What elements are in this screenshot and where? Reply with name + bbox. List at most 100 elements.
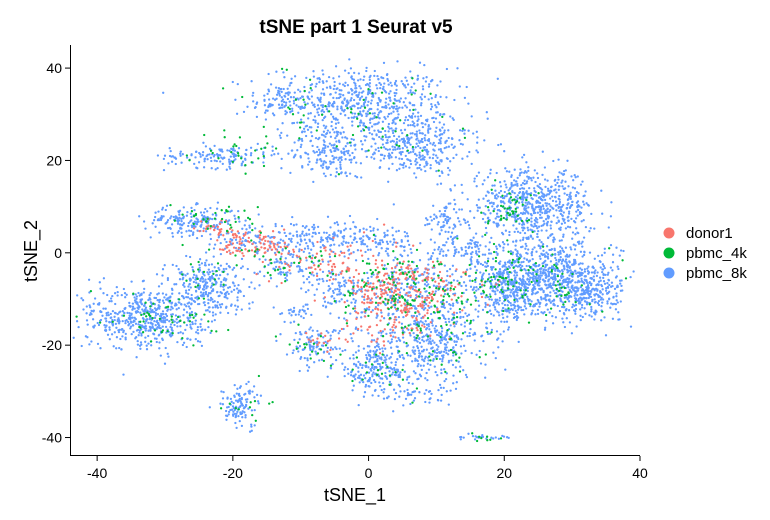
- point: [539, 213, 542, 216]
- point: [558, 239, 561, 242]
- point: [436, 84, 439, 87]
- point: [598, 276, 602, 279]
- point: [531, 291, 534, 295]
- point: [555, 221, 558, 225]
- point: [258, 258, 261, 261]
- point: [130, 321, 133, 324]
- point: [418, 259, 422, 262]
- point: [192, 231, 195, 234]
- point: [559, 297, 562, 300]
- point: [568, 288, 571, 292]
- point: [460, 254, 463, 257]
- point: [534, 211, 537, 215]
- point: [270, 154, 273, 157]
- point: [562, 203, 565, 207]
- point: [338, 156, 341, 160]
- point: [606, 273, 609, 276]
- point: [443, 306, 446, 309]
- point: [515, 285, 518, 289]
- point: [508, 233, 511, 237]
- point: [446, 333, 449, 336]
- point: [443, 348, 447, 351]
- point: [237, 209, 240, 213]
- point: [511, 287, 515, 291]
- point: [333, 80, 336, 84]
- point: [490, 236, 493, 240]
- point: [558, 209, 561, 213]
- point: [159, 216, 162, 220]
- point: [548, 271, 551, 274]
- point: [349, 312, 352, 315]
- point: [322, 73, 325, 76]
- point: [358, 230, 361, 233]
- point: [445, 220, 449, 223]
- point: [307, 157, 310, 160]
- point: [182, 206, 185, 209]
- point: [562, 235, 565, 238]
- point: [476, 262, 480, 265]
- point: [506, 261, 510, 264]
- point: [552, 214, 555, 217]
- point: [420, 98, 423, 101]
- point: [484, 245, 487, 248]
- point: [540, 297, 543, 300]
- point: [387, 152, 391, 155]
- point: [515, 227, 518, 230]
- point: [408, 375, 411, 378]
- point: [244, 152, 247, 156]
- point: [546, 308, 549, 311]
- point: [562, 233, 565, 236]
- point: [396, 60, 399, 63]
- point: [400, 138, 403, 141]
- point: [472, 319, 475, 322]
- point: [608, 283, 611, 287]
- point: [336, 223, 340, 226]
- point: [437, 141, 441, 145]
- point: [449, 187, 452, 191]
- point: [279, 273, 283, 276]
- point: [513, 191, 516, 195]
- point: [416, 346, 420, 350]
- point: [450, 359, 453, 362]
- point: [161, 208, 164, 211]
- point: [289, 253, 293, 256]
- point: [401, 147, 404, 150]
- point: [541, 242, 545, 246]
- point: [141, 308, 144, 311]
- point: [315, 150, 319, 154]
- point: [416, 161, 419, 164]
- point: [175, 308, 178, 311]
- point: [165, 318, 169, 322]
- point: [405, 146, 409, 149]
- point: [287, 237, 291, 241]
- point: [387, 312, 390, 315]
- point: [289, 96, 293, 99]
- point: [147, 334, 150, 338]
- point: [590, 212, 593, 216]
- point: [365, 353, 368, 357]
- point: [161, 310, 165, 313]
- point: [356, 79, 360, 82]
- point: [427, 342, 430, 345]
- point: [545, 245, 549, 248]
- point: [399, 129, 403, 132]
- point: [563, 296, 566, 299]
- point: [354, 378, 357, 381]
- point: [467, 246, 470, 250]
- point: [323, 160, 326, 163]
- point: [359, 140, 363, 143]
- point: [566, 203, 569, 206]
- point: [392, 410, 395, 413]
- point: [514, 244, 517, 247]
- point: [390, 352, 394, 355]
- point: [227, 222, 230, 226]
- point: [433, 327, 436, 330]
- point: [437, 334, 441, 337]
- point: [299, 145, 302, 149]
- point: [290, 240, 293, 244]
- point: [583, 194, 586, 197]
- point: [519, 168, 522, 171]
- point: [380, 358, 383, 361]
- point: [195, 223, 199, 226]
- point: [536, 298, 539, 302]
